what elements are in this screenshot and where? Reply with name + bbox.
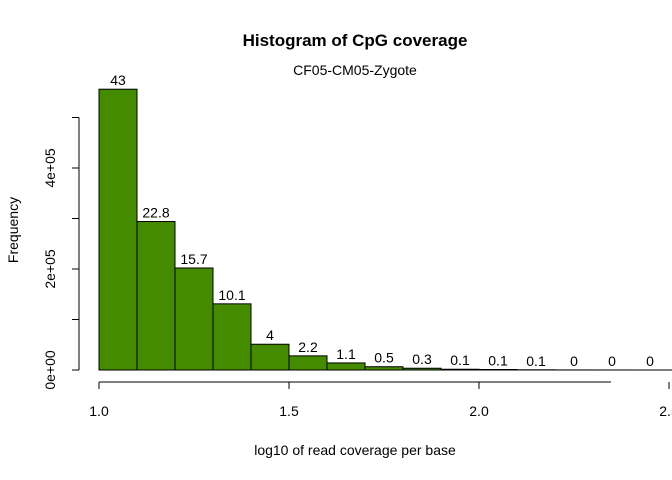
x-tick-label-3: 2.5 — [659, 403, 672, 419]
bar-label-2: 15.7 — [180, 251, 207, 267]
bar-label-3: 10.1 — [218, 287, 245, 303]
bar-5 — [288, 355, 328, 371]
bar-label-8: 0.3 — [412, 351, 432, 367]
bar-label-0: 43 — [110, 72, 126, 88]
y-tick-label-2: 2e+05 — [42, 249, 58, 289]
x-axis: 1.01.52.02.53.03.5 — [89, 381, 672, 419]
bar-label-6: 1.1 — [336, 346, 356, 362]
chart-subtitle: CF05-CM05-Zygote — [293, 62, 417, 78]
bar-1 — [136, 221, 176, 371]
bar-label-7: 0.5 — [374, 350, 394, 366]
x-axis-label: log10 of read coverage per base — [254, 442, 456, 458]
bar-3 — [212, 303, 252, 371]
bar-9 — [440, 368, 480, 371]
bar-label-13: 0 — [608, 353, 616, 369]
y-tick-label-4: 4e+05 — [42, 148, 58, 188]
bar-7 — [364, 366, 404, 371]
bar-10 — [478, 368, 518, 371]
bar-label-4: 4 — [266, 327, 274, 343]
bar-labels-group: 4322.815.710.142.21.10.50.30.10.10.10000… — [110, 72, 654, 369]
bar-2 — [174, 267, 214, 371]
bar-label-11: 0.1 — [526, 353, 546, 369]
bar-label-5: 2.2 — [298, 339, 318, 355]
bar-0 — [98, 88, 138, 371]
bar-8 — [402, 367, 442, 371]
x-tick-label-1: 1.5 — [279, 403, 299, 419]
bar-label-9: 0.1 — [450, 352, 470, 368]
y-tick-label-0: 0e+00 — [42, 350, 58, 390]
bar-label-1: 22.8 — [142, 205, 169, 221]
bar-label-10: 0.1 — [488, 352, 508, 368]
chart-title: Histogram of CpG coverage — [243, 31, 468, 50]
x-tick-label-2: 2.0 — [469, 403, 489, 419]
bar-label-14: 0 — [646, 353, 654, 369]
y-axis-label: Frequency — [5, 197, 21, 263]
bar-4 — [250, 343, 290, 371]
bars-group — [98, 88, 672, 371]
x-tick-label-0: 1.0 — [89, 403, 109, 419]
y-axis: 0e+00 2e+05 4e+05 — [42, 117, 80, 390]
bar-label-12: 0 — [570, 353, 578, 369]
bar-6 — [326, 362, 366, 371]
